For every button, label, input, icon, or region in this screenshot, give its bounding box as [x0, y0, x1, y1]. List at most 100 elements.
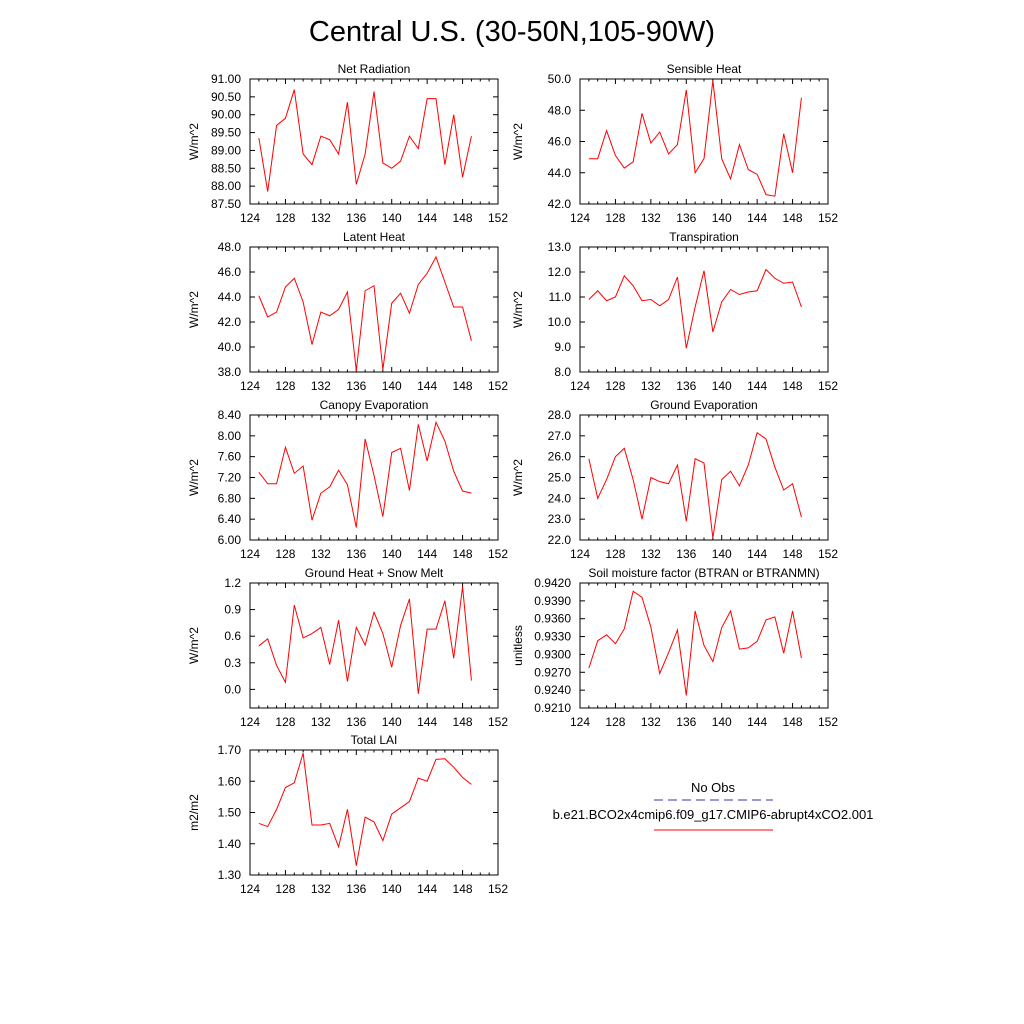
- x-tick-label: 128: [605, 211, 625, 225]
- y-tick-label: 89.00: [211, 143, 241, 157]
- x-tick-label: 136: [346, 379, 366, 393]
- x-tick-label: 124: [240, 379, 260, 393]
- y-tick-label: 89.50: [211, 126, 241, 140]
- x-tick-label: 148: [783, 715, 803, 729]
- panel-sensible-heat: Sensible Heat 124 128 132 136 140 144 148 152 42.…: [511, 62, 838, 225]
- x-tick-label: 148: [453, 547, 473, 561]
- y-tick-label: 88.00: [211, 179, 241, 193]
- x-tick-label: 144: [747, 715, 767, 729]
- plot-frame: [249, 78, 499, 205]
- x-tick-label: 144: [747, 379, 767, 393]
- y-tick-label: 0.9: [224, 603, 241, 617]
- x-tick-label: 140: [382, 211, 402, 225]
- y-axis-label: W/m^2: [187, 291, 201, 328]
- panel-title: Canopy Evaporation: [320, 398, 429, 412]
- y-axis-label: W/m^2: [511, 459, 525, 496]
- x-tick-label: 140: [382, 547, 402, 561]
- y-tick-label: 0.9330: [534, 630, 571, 644]
- y-tick-label: 26.0: [548, 450, 572, 464]
- x-tick-label: 132: [311, 547, 331, 561]
- x-tick-label: 132: [311, 379, 331, 393]
- y-axis-label: W/m^2: [511, 123, 525, 160]
- x-tick-label: 140: [382, 715, 402, 729]
- y-tick-label: 22.0: [548, 533, 572, 547]
- y-tick-label: 8.0: [554, 365, 571, 379]
- y-tick-label: 0.0: [224, 682, 241, 696]
- y-axis-label: W/m^2: [187, 123, 201, 160]
- plot-frame: [579, 246, 829, 373]
- x-tick-label: 132: [641, 379, 661, 393]
- y-tick-label: 42.0: [548, 197, 572, 211]
- y-tick-label: 13.0: [548, 240, 572, 254]
- y-tick-label: 44.0: [218, 290, 242, 304]
- series-line-sensible-heat: [588, 80, 802, 197]
- x-tick-label: 132: [641, 547, 661, 561]
- y-tick-label: 90.00: [211, 108, 241, 122]
- y-tick-label: 6.80: [218, 491, 242, 505]
- panel-title: Transpiration: [669, 230, 739, 244]
- y-tick-label: 1.60: [218, 774, 242, 788]
- y-tick-label: 9.0: [554, 340, 571, 354]
- x-tick-label: 144: [747, 547, 767, 561]
- x-tick-label: 124: [570, 379, 590, 393]
- series-line-canopy-evaporation: [258, 420, 472, 528]
- y-tick-label: 46.0: [218, 265, 242, 279]
- y-axis-label: W/m^2: [187, 459, 201, 496]
- legend: No Obs b.e21.BCO2x4cmip6.f09_g17.CMIP6-a…: [553, 780, 873, 831]
- panel-ground-heat-snow-melt: Ground Heat + Snow Melt 124 128 132 136 140 14…: [187, 566, 508, 729]
- x-tick-label: 152: [818, 547, 838, 561]
- x-tick-label: 144: [417, 379, 437, 393]
- panel-total-lai: Total LAI 124 128 132 136 140 144 148 152 1.30 1.4…: [187, 733, 508, 896]
- x-tick-label: 152: [488, 715, 508, 729]
- y-tick-label: 88.50: [211, 161, 241, 175]
- x-tick-label: 144: [417, 211, 437, 225]
- y-tick-label: 0.9210: [534, 701, 571, 715]
- y-tick-label: 8.40: [218, 408, 242, 422]
- x-tick-label: 128: [275, 379, 295, 393]
- series-line-transpiration: [588, 268, 802, 349]
- y-tick-label: 48.0: [548, 103, 572, 117]
- series-line-net-radiation: [258, 89, 472, 192]
- y-tick-label: 1.70: [218, 743, 242, 757]
- x-tick-label: 136: [346, 715, 366, 729]
- y-tick-label: 25.0: [548, 471, 572, 485]
- panel-title: Latent Heat: [343, 230, 406, 244]
- x-tick-label: 148: [453, 211, 473, 225]
- page-title: Central U.S. (30-50N,105-90W): [309, 16, 715, 48]
- x-tick-label: 132: [311, 882, 331, 896]
- plot-frame: [579, 78, 829, 205]
- x-tick-label: 152: [488, 547, 508, 561]
- x-tick-label: 136: [346, 882, 366, 896]
- y-tick-label: 28.0: [548, 408, 572, 422]
- y-tick-label: 44.0: [548, 166, 572, 180]
- x-tick-label: 140: [712, 211, 732, 225]
- x-tick-label: 128: [275, 211, 295, 225]
- x-tick-label: 152: [488, 882, 508, 896]
- panel-title: Total LAI: [351, 733, 398, 747]
- x-tick-label: 140: [382, 379, 402, 393]
- plot-frame: [249, 749, 499, 876]
- panel-title: Sensible Heat: [667, 62, 742, 76]
- x-tick-label: 128: [605, 547, 625, 561]
- chart-panels: Net Radiation 124 128 132 136 140 144 148 152 87.…: [187, 62, 838, 896]
- y-axis-label: m2/m2: [187, 794, 201, 831]
- x-tick-label: 152: [818, 715, 838, 729]
- x-tick-label: 136: [676, 211, 696, 225]
- x-tick-label: 140: [712, 715, 732, 729]
- y-tick-label: 48.0: [218, 240, 242, 254]
- y-axis-label: W/m^2: [187, 627, 201, 664]
- y-tick-label: 0.9420: [534, 576, 571, 590]
- series-line-ground-evaporation: [588, 431, 802, 538]
- x-tick-label: 128: [605, 715, 625, 729]
- y-tick-label: 24.0: [548, 491, 572, 505]
- y-tick-label: 42.0: [218, 315, 242, 329]
- y-tick-label: 0.9390: [534, 594, 571, 608]
- y-tick-label: 50.0: [548, 72, 572, 86]
- x-tick-label: 152: [488, 379, 508, 393]
- x-tick-label: 148: [783, 211, 803, 225]
- x-tick-label: 144: [417, 882, 437, 896]
- y-tick-label: 40.0: [218, 340, 242, 354]
- panel-title: Net Radiation: [338, 62, 411, 76]
- x-tick-label: 152: [818, 211, 838, 225]
